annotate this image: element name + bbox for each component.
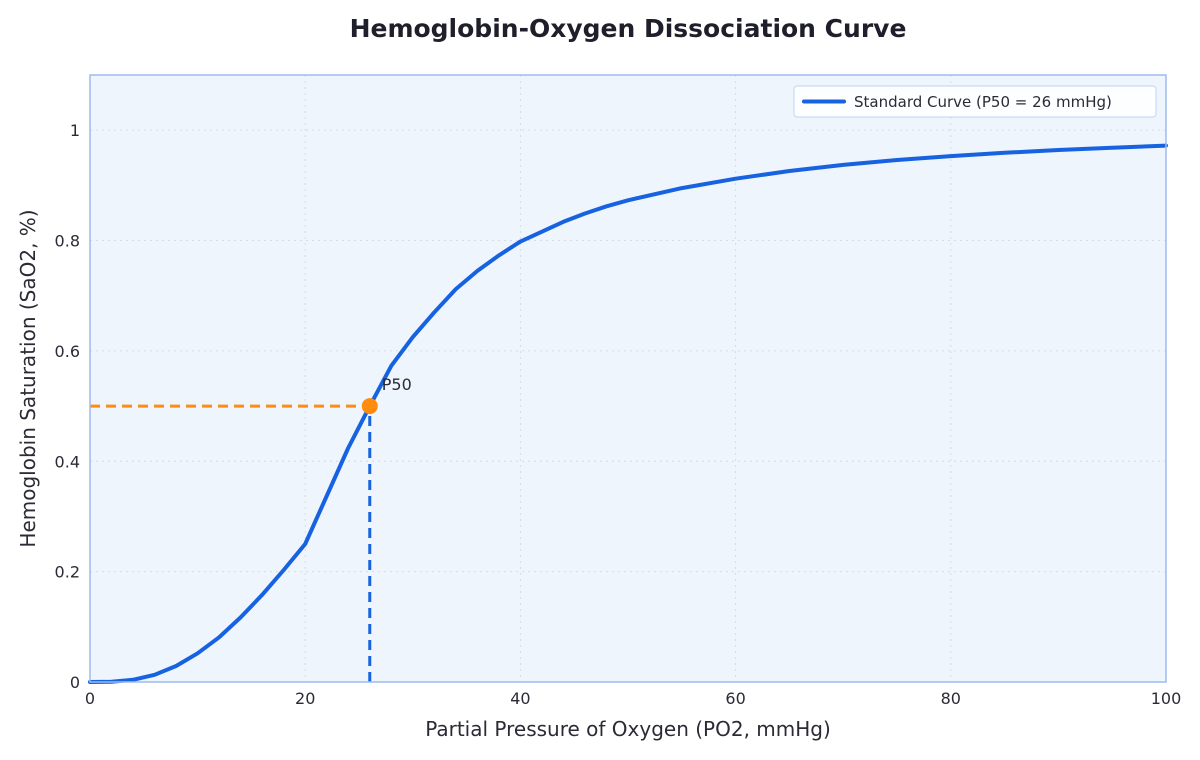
y-tick-label: 0.8 bbox=[55, 232, 80, 251]
x-tick-label: 100 bbox=[1151, 689, 1182, 708]
x-tick-label: 40 bbox=[510, 689, 530, 708]
reference-lines bbox=[90, 404, 372, 682]
y-tick-label: 1 bbox=[70, 121, 80, 140]
p50-marker bbox=[361, 398, 378, 415]
legend: Standard Curve (P50 = 26 mmHg) bbox=[793, 85, 1157, 118]
y-axis-label: Hemoglobin Saturation (SaO2, %) bbox=[16, 209, 40, 547]
chart-title: Hemoglobin-Oxygen Dissociation Curve bbox=[350, 14, 907, 43]
x-axis-label: Partial Pressure of Oxygen (PO2, mmHg) bbox=[425, 717, 831, 741]
x-tick-label: 0 bbox=[85, 689, 95, 708]
y-tick-label: 0 bbox=[70, 673, 80, 692]
p50-annotation: P50 bbox=[382, 375, 412, 394]
x-tick-label: 20 bbox=[295, 689, 315, 708]
tick-labels: 0 20 40 60 80 100 0 0.2 0.4 0.6 0.8 1 bbox=[55, 121, 1182, 708]
legend-label: Standard Curve (P50 = 26 mmHg) bbox=[854, 93, 1112, 111]
legend-box bbox=[793, 85, 1157, 118]
series-lines bbox=[88, 143, 1168, 684]
y-tick-label: 0.6 bbox=[55, 342, 80, 361]
x-tick-label: 80 bbox=[941, 689, 961, 708]
x-tick-label: 60 bbox=[725, 689, 745, 708]
plot-area bbox=[90, 75, 1166, 682]
markers: P50 bbox=[361, 375, 412, 415]
y-tick-label: 0.2 bbox=[55, 563, 80, 582]
grid bbox=[90, 75, 1166, 682]
y-tick-label: 0.4 bbox=[55, 452, 80, 471]
plot-frame bbox=[89, 74, 1167, 683]
standard-curve-line bbox=[88, 143, 1168, 684]
